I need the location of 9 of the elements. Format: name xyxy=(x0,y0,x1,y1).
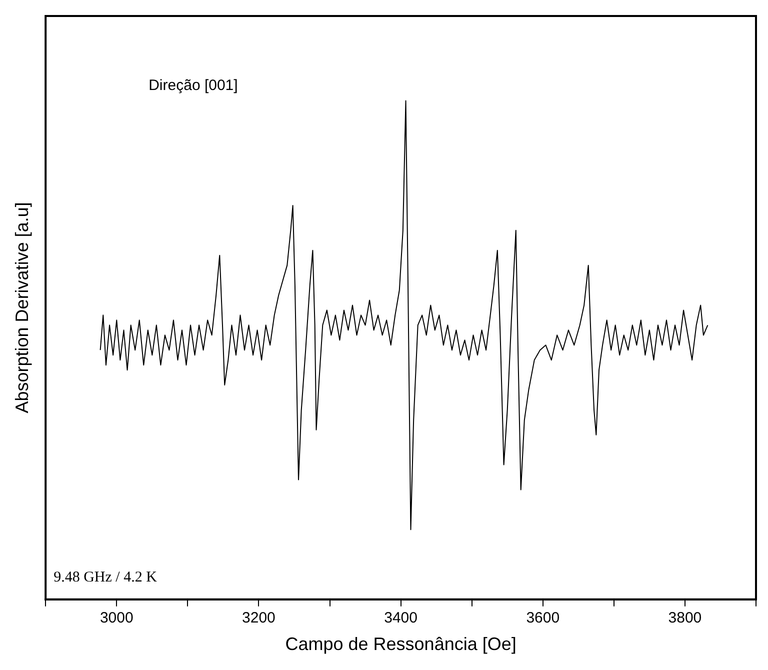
y-axis-title: Absorption Derivative [a.u] xyxy=(12,202,32,414)
x-tick-label: 3400 xyxy=(384,610,418,627)
x-tick-label: 3800 xyxy=(668,610,702,627)
x-tick-label: 3000 xyxy=(100,610,134,627)
text: Direção [001] xyxy=(148,77,238,94)
annotation: 9.48 GHz / 4.2 K xyxy=(54,569,158,586)
x-tick-label: 3600 xyxy=(526,610,560,627)
x-tick-label: 3200 xyxy=(242,610,276,627)
x-axis-title: Campo de Ressonância [Oe] xyxy=(285,634,516,654)
